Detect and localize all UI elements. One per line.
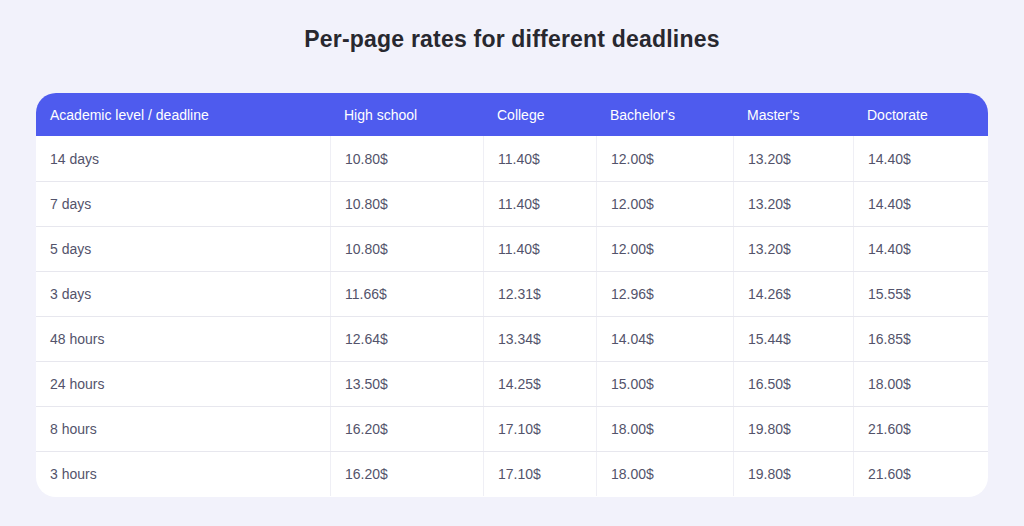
table-row: 14 days10.80$11.40$12.00$13.20$14.40$ — [36, 136, 988, 181]
price-cell: 18.00$ — [596, 452, 733, 496]
table-row: 5 days10.80$11.40$12.00$13.20$14.40$ — [36, 226, 988, 271]
price-cell: 14.40$ — [853, 136, 988, 181]
price-cell: 16.85$ — [853, 317, 988, 361]
deadline-cell: 14 days — [36, 136, 330, 181]
price-cell: 10.80$ — [330, 136, 483, 181]
price-cell: 12.64$ — [330, 317, 483, 361]
table-body: 14 days10.80$11.40$12.00$13.20$14.40$7 d… — [36, 136, 988, 496]
price-cell: 12.00$ — [596, 227, 733, 271]
column-header: Master's — [733, 107, 853, 123]
price-cell: 12.96$ — [596, 272, 733, 316]
price-cell: 12.31$ — [483, 272, 596, 316]
price-cell: 19.80$ — [733, 407, 853, 451]
deadline-cell: 8 hours — [36, 407, 330, 451]
price-cell: 18.00$ — [596, 407, 733, 451]
deadline-cell: 24 hours — [36, 362, 330, 406]
table-row: 48 hours12.64$13.34$14.04$15.44$16.85$ — [36, 316, 988, 361]
price-cell: 14.40$ — [853, 182, 988, 226]
deadline-cell: 3 hours — [36, 452, 330, 496]
price-cell: 16.20$ — [330, 407, 483, 451]
price-cell: 15.00$ — [596, 362, 733, 406]
deadline-cell: 48 hours — [36, 317, 330, 361]
price-cell: 13.50$ — [330, 362, 483, 406]
price-cell: 13.20$ — [733, 227, 853, 271]
price-cell: 10.80$ — [330, 182, 483, 226]
price-cell: 13.20$ — [733, 136, 853, 181]
price-cell: 15.44$ — [733, 317, 853, 361]
table-header-row: Academic level / deadlineHigh schoolColl… — [36, 93, 988, 136]
table-row: 24 hours13.50$14.25$15.00$16.50$18.00$ — [36, 361, 988, 406]
price-cell: 11.40$ — [483, 182, 596, 226]
price-cell: 15.55$ — [853, 272, 988, 316]
column-header: Bachelor's — [596, 107, 733, 123]
table-row: 3 hours16.20$17.10$18.00$19.80$21.60$ — [36, 451, 988, 496]
price-cell: 14.25$ — [483, 362, 596, 406]
price-cell: 14.04$ — [596, 317, 733, 361]
table-row: 3 days11.66$12.31$12.96$14.26$15.55$ — [36, 271, 988, 316]
price-cell: 11.40$ — [483, 227, 596, 271]
price-cell: 16.50$ — [733, 362, 853, 406]
price-cell: 17.10$ — [483, 452, 596, 496]
price-cell: 12.00$ — [596, 136, 733, 181]
price-cell: 10.80$ — [330, 227, 483, 271]
table-row: 7 days10.80$11.40$12.00$13.20$14.40$ — [36, 181, 988, 226]
price-cell: 21.60$ — [853, 452, 988, 496]
column-header: High school — [330, 107, 483, 123]
page: { "page": { "title": "Per-page rates for… — [0, 0, 1024, 526]
price-cell: 18.00$ — [853, 362, 988, 406]
price-cell: 16.20$ — [330, 452, 483, 496]
price-cell: 14.26$ — [733, 272, 853, 316]
deadline-cell: 7 days — [36, 182, 330, 226]
price-cell: 11.40$ — [483, 136, 596, 181]
deadline-cell: 5 days — [36, 227, 330, 271]
price-cell: 19.80$ — [733, 452, 853, 496]
price-cell: 17.10$ — [483, 407, 596, 451]
price-cell: 21.60$ — [853, 407, 988, 451]
deadline-cell: 3 days — [36, 272, 330, 316]
price-cell: 11.66$ — [330, 272, 483, 316]
price-cell: 13.34$ — [483, 317, 596, 361]
column-header: College — [483, 107, 596, 123]
pricing-table-card: Academic level / deadlineHigh schoolColl… — [36, 93, 988, 497]
price-cell: 13.20$ — [733, 182, 853, 226]
page-title: Per-page rates for different deadlines — [0, 26, 1024, 53]
table-row: 8 hours16.20$17.10$18.00$19.80$21.60$ — [36, 406, 988, 451]
column-header: Doctorate — [853, 107, 988, 123]
price-cell: 12.00$ — [596, 182, 733, 226]
price-cell: 14.40$ — [853, 227, 988, 271]
column-header: Academic level / deadline — [36, 107, 330, 123]
